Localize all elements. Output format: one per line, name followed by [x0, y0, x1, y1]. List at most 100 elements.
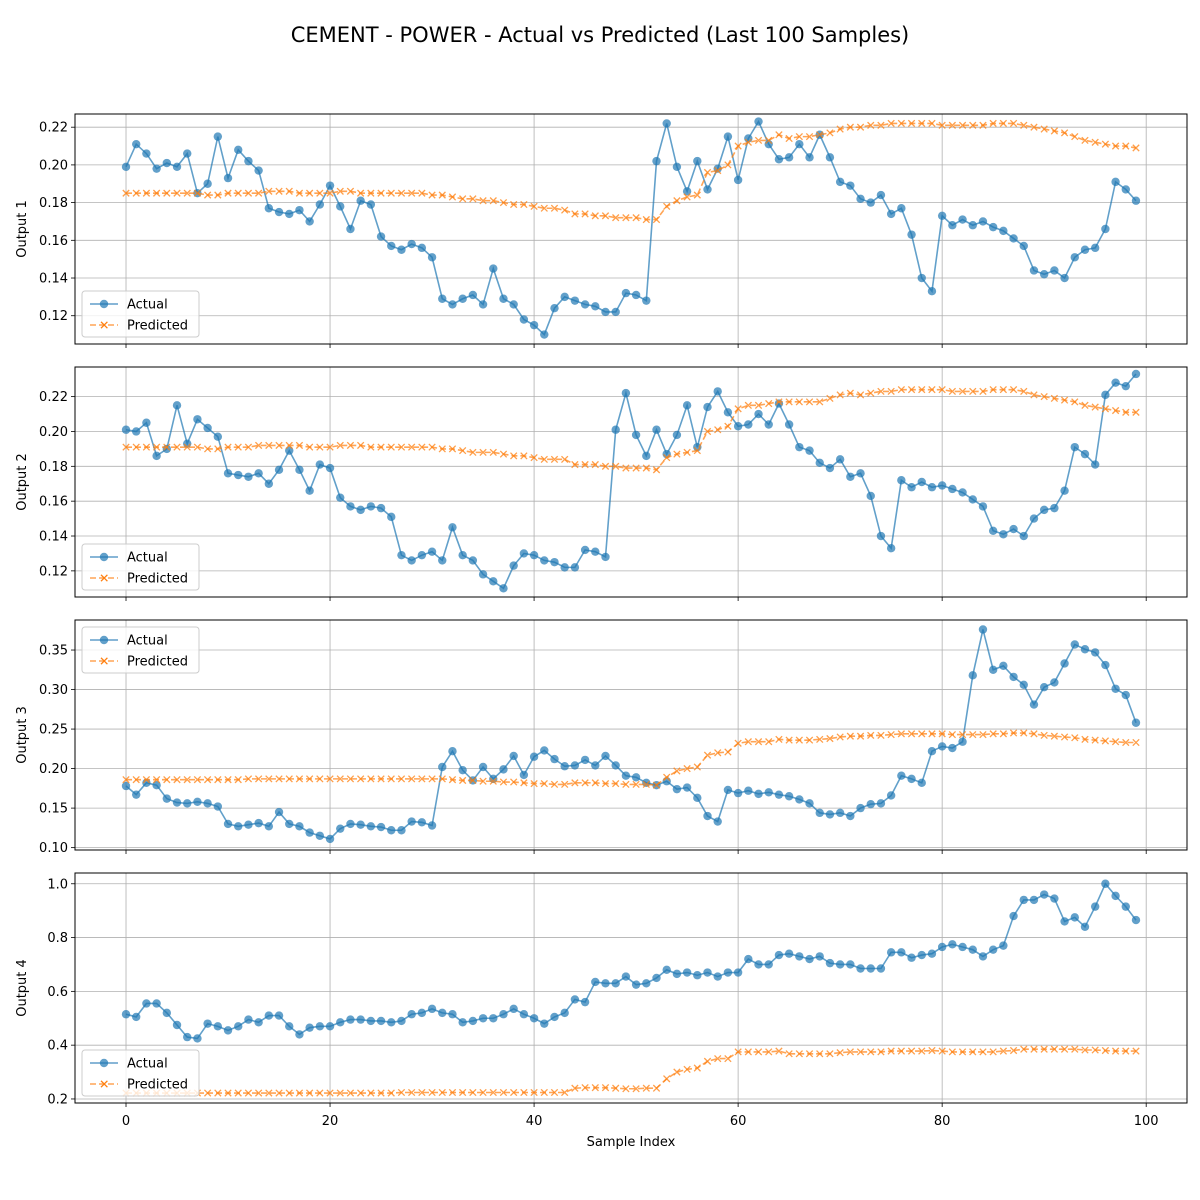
actual-point	[519, 1010, 529, 1019]
predicted-point-stroke	[622, 214, 630, 222]
predicted-point	[785, 134, 793, 143]
predicted-point-stroke	[408, 775, 416, 783]
predicted-point-stroke	[275, 441, 283, 450]
actual-point	[774, 399, 784, 408]
actual-point	[427, 547, 437, 556]
actual-point	[417, 818, 427, 827]
actual-point	[733, 422, 743, 431]
predicted-point-stroke	[1122, 408, 1130, 416]
predicted-point-stroke	[254, 1089, 263, 1097]
actual-point	[274, 1011, 284, 1020]
actual-point	[1039, 505, 1049, 515]
predicted-point-stroke	[326, 775, 334, 783]
actual-point	[172, 162, 182, 171]
actual-point	[815, 808, 824, 818]
predicted-point	[836, 733, 844, 741]
predicted-point	[234, 189, 242, 197]
predicted-point	[1020, 729, 1028, 737]
y-tick-label: 0.25	[39, 723, 68, 738]
actual-point	[254, 469, 263, 478]
predicted-point	[152, 775, 161, 784]
actual-point	[1060, 917, 1069, 926]
actual-point	[1009, 911, 1018, 921]
predicted-point	[999, 1047, 1008, 1055]
predicted-point-stroke	[387, 443, 395, 451]
predicted-point-stroke	[887, 387, 895, 396]
predicted-point-stroke	[1009, 729, 1018, 737]
predicted-point	[979, 121, 987, 129]
predicted-point-stroke	[295, 775, 304, 783]
predicted-point-stroke	[510, 1088, 518, 1097]
actual-point	[672, 430, 682, 440]
predicted-point-stroke	[642, 780, 650, 789]
actual-point	[1009, 524, 1018, 534]
actual-point	[1029, 895, 1039, 905]
predicted-point	[1060, 129, 1069, 137]
predicted-point-stroke	[285, 187, 293, 195]
actual-point	[366, 200, 376, 209]
predicted-point-stroke	[132, 189, 140, 197]
predicted-point-stroke	[754, 136, 763, 145]
actual-point	[274, 807, 284, 817]
actual-point	[754, 960, 763, 969]
predicted-point-stroke	[520, 1088, 528, 1097]
actual-point	[642, 979, 651, 988]
predicted-point	[408, 1088, 416, 1097]
predicted-point	[469, 1088, 477, 1097]
predicted-point	[244, 189, 253, 197]
predicted-point	[275, 775, 283, 783]
predicted-point	[612, 214, 620, 222]
actual-point	[1101, 390, 1110, 400]
predicted-point-stroke	[693, 1064, 701, 1072]
predicted-point	[254, 189, 263, 197]
predicted-point-stroke	[775, 131, 783, 139]
predicted-point-stroke	[499, 198, 508, 207]
predicted-point	[510, 778, 518, 786]
predicted-point-stroke	[336, 775, 344, 783]
actual-point	[560, 1008, 569, 1018]
predicted-point	[836, 125, 844, 133]
legend-actual-label: Actual	[127, 1057, 168, 1072]
predicted-point-stroke	[867, 121, 875, 129]
predicted-point	[907, 385, 916, 394]
actual-point	[611, 307, 620, 317]
actual-point	[876, 799, 886, 808]
predicted-point-stroke	[408, 189, 416, 197]
predicted-point	[377, 1089, 385, 1097]
predicted-point	[520, 1088, 528, 1097]
predicted-point	[356, 775, 365, 783]
actual-point	[346, 502, 355, 511]
actual-point	[917, 778, 926, 788]
predicted-point-stroke	[979, 1048, 987, 1056]
actual-point	[815, 458, 824, 468]
actual-point	[397, 550, 406, 560]
predicted-point-stroke	[775, 398, 783, 406]
predicted-point	[887, 119, 895, 128]
actual-point	[591, 977, 600, 987]
predicted-point-stroke	[652, 1084, 661, 1092]
actual-line	[125, 373, 1137, 590]
actual-point	[183, 149, 192, 158]
predicted-point-stroke	[469, 776, 477, 785]
predicted-point	[765, 1048, 773, 1056]
predicted-point-stroke	[897, 385, 906, 394]
predicted-point-stroke	[581, 779, 589, 787]
actual-point	[254, 1018, 263, 1027]
actual-point	[315, 460, 325, 469]
actual-point	[754, 409, 763, 419]
predicted-point-stroke	[622, 464, 630, 472]
predicted-point-stroke	[856, 732, 865, 740]
predicted-point-stroke	[305, 1089, 314, 1097]
predicted-point	[693, 446, 701, 455]
predicted-point	[499, 1088, 508, 1097]
actual-point	[1060, 486, 1069, 495]
predicted-point	[305, 775, 314, 783]
actual-point	[1080, 449, 1090, 459]
predicted-point	[489, 1088, 497, 1097]
predicted-point	[163, 189, 171, 197]
predicted-point	[1091, 736, 1099, 744]
subplot-1: 0.12 0.14 0.16 0.18 0.20 0.22 Output 1 Actual Pr…	[15, 113, 1188, 348]
actual-point	[948, 221, 957, 230]
actual-point	[397, 1016, 406, 1026]
actual-point	[968, 671, 977, 680]
